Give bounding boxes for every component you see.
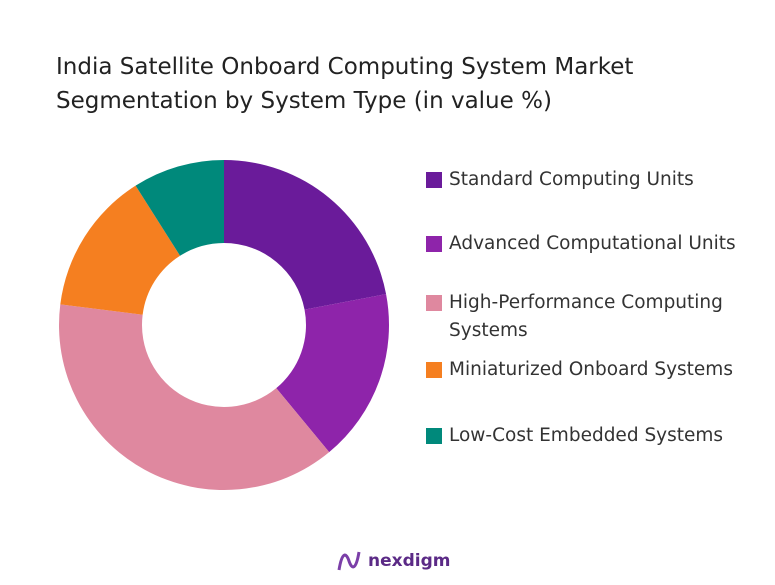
brand-logo: nexdigm <box>336 548 450 574</box>
legend-label: High-Performance Computing Systems <box>449 292 723 341</box>
donut-segment <box>276 294 389 453</box>
legend-swatch <box>426 428 442 444</box>
legend-label: Advanced Computational Units <box>449 233 736 254</box>
legend-item: Advanced Computational Units <box>426 230 771 258</box>
donut-segment <box>135 160 224 256</box>
legend-swatch <box>426 172 442 188</box>
legend-item: Low-Cost Embedded Systems <box>426 422 771 450</box>
legend-item: Standard Computing Units <box>426 166 771 194</box>
donut-segment <box>59 304 330 490</box>
legend-swatch <box>426 362 442 378</box>
legend-swatch <box>426 236 442 252</box>
chart-title: India Satellite Onboard Computing System… <box>56 54 634 114</box>
legend-item: Miniaturized Onboard Systems <box>426 356 771 384</box>
brand-icon <box>337 551 361 571</box>
donut-segment <box>60 185 181 315</box>
legend-label: Miniaturized Onboard Systems <box>449 359 733 380</box>
brand-name: nexdigm <box>368 551 451 571</box>
legend-item: High-Performance Computing Systems <box>426 289 771 345</box>
legend-label: Low-Cost Embedded Systems <box>449 425 724 446</box>
legend-label: Standard Computing Units <box>449 169 694 190</box>
legend-swatch <box>426 295 442 311</box>
donut-segment <box>224 160 387 310</box>
